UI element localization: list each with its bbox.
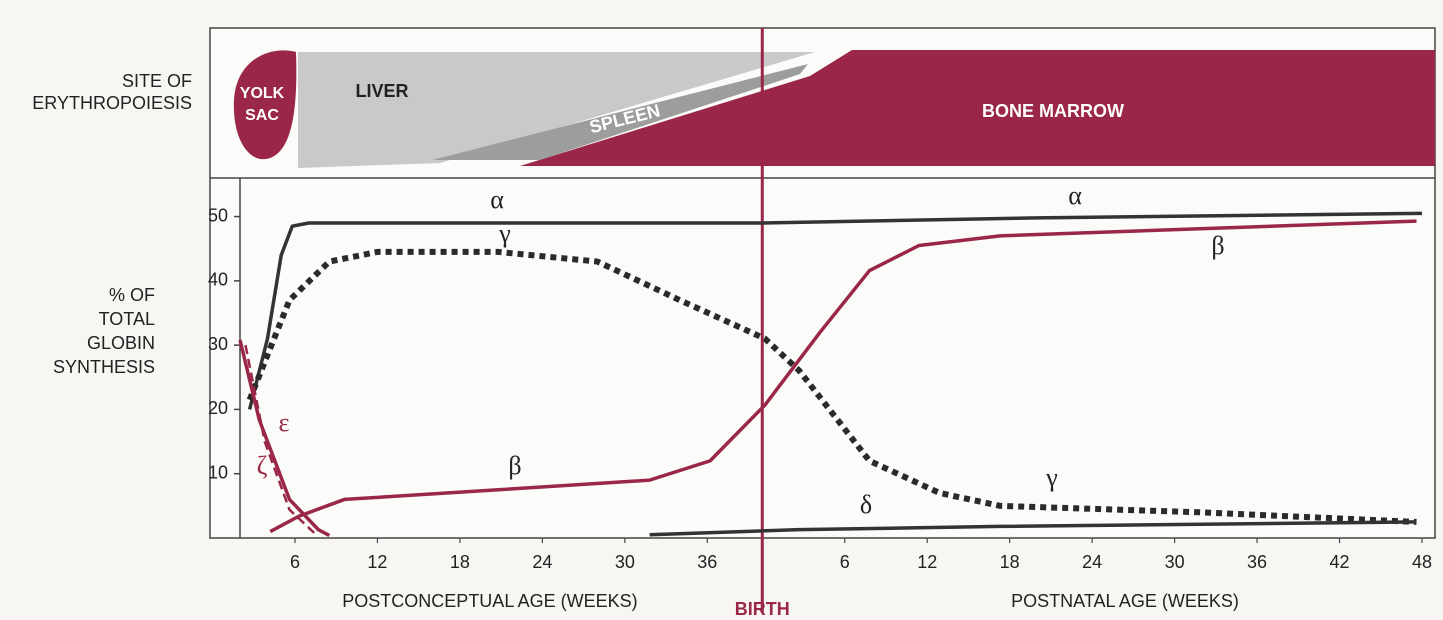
liver-label: LIVER — [355, 81, 408, 101]
x-tick-label: 6 — [840, 552, 850, 572]
series-line — [244, 344, 316, 534]
x-tick-label: 30 — [1165, 552, 1185, 572]
y-tick-label: 10 — [208, 462, 228, 482]
yolk-sac-label: YOLK — [240, 85, 285, 102]
x-tick-label: 24 — [1082, 552, 1102, 572]
x-tick-label: 12 — [917, 552, 937, 572]
site-label: ERYTHROPOIESIS — [32, 93, 192, 113]
liver-region — [298, 52, 815, 168]
y-axis-label: SYNTHESIS — [53, 357, 155, 377]
series-label: β — [1211, 231, 1224, 260]
bone-marrow-region — [520, 50, 1435, 166]
y-axis-label: TOTAL — [99, 309, 155, 329]
x-axis-label: POSTNATAL AGE (WEEKS) — [1011, 591, 1239, 611]
series-line — [269, 219, 1417, 534]
x-tick-label: 6 — [290, 552, 300, 572]
bone-marrow-label: BONE MARROW — [982, 101, 1124, 121]
x-tick-label: 36 — [1247, 552, 1267, 572]
series-label: ε — [279, 408, 290, 437]
birth-label: BIRTH — [735, 599, 790, 619]
series-label: γ — [1045, 463, 1058, 492]
series-line — [246, 248, 1417, 525]
x-tick-label: 24 — [532, 552, 552, 572]
x-tick-label: 12 — [367, 552, 387, 572]
yolk-sac-region — [233, 50, 297, 160]
x-tick-label: 18 — [450, 552, 470, 572]
y-tick-label: 20 — [208, 398, 228, 418]
x-tick-label: 48 — [1412, 552, 1432, 572]
y-tick-label: 40 — [208, 270, 228, 290]
x-axis-label: POSTCONCEPTUAL AGE (WEEKS) — [342, 591, 637, 611]
site-label: SITE OF — [122, 71, 192, 91]
yolk-sac-label: SAC — [245, 107, 279, 124]
x-tick-label: 18 — [1000, 552, 1020, 572]
y-axis-label: GLOBIN — [87, 333, 155, 353]
series-line — [238, 339, 331, 537]
y-axis-label: % OF — [109, 285, 155, 305]
series-line — [247, 211, 1423, 410]
series-line — [649, 520, 1417, 537]
series-label: ζ — [257, 451, 268, 480]
series-label: δ — [860, 490, 872, 519]
x-tick-label: 30 — [615, 552, 635, 572]
series-label: γ — [498, 219, 511, 248]
series-label: α — [490, 185, 504, 214]
x-tick-label: 42 — [1330, 552, 1350, 572]
y-tick-label: 50 — [208, 205, 228, 225]
y-tick-label: 30 — [208, 334, 228, 354]
x-tick-label: 36 — [697, 552, 717, 572]
spleen-region — [432, 64, 808, 160]
series-label: β — [508, 451, 521, 480]
series-label: α — [1068, 181, 1082, 210]
